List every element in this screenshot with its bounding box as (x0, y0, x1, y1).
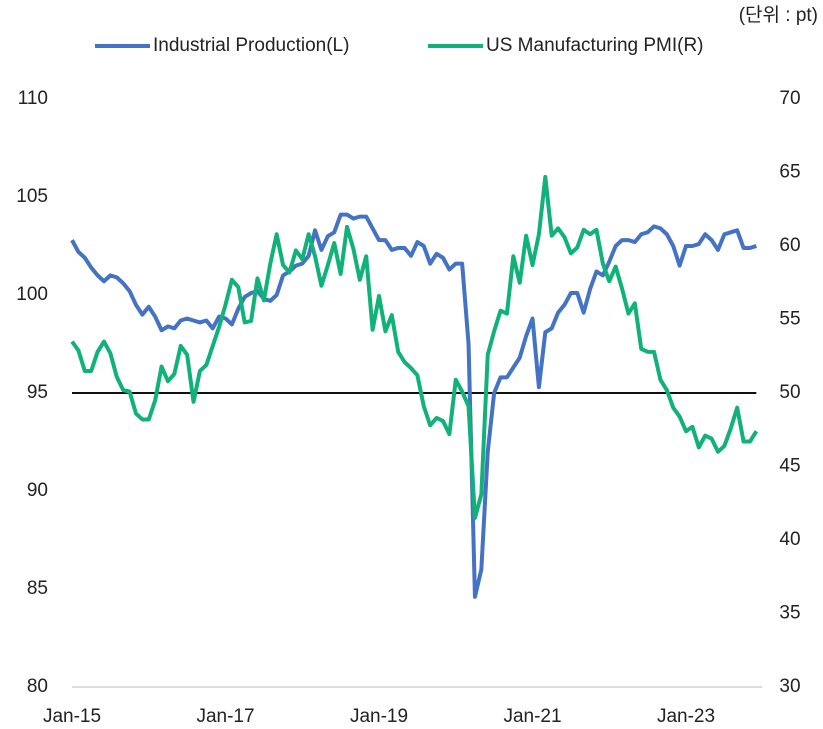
y-tick-label: 80 (27, 676, 48, 697)
series-line (70, 212, 757, 599)
x-tick-label: Jan-21 (503, 706, 561, 727)
y2-tick-label: 50 (779, 382, 800, 403)
y2-tick-label: 45 (779, 456, 800, 477)
y-tick-label: 110 (18, 88, 48, 109)
y-tick-label: 95 (27, 382, 48, 403)
x-tick-label: Jan-23 (657, 706, 715, 727)
legend-label: Industrial Production(L) (153, 35, 349, 56)
y2-tick-label: 70 (779, 88, 800, 109)
x-tick-label: Jan-15 (43, 706, 101, 727)
y-tick-label: 90 (27, 480, 48, 501)
x-tick-label: Jan-19 (350, 706, 408, 727)
y-tick-label: 100 (16, 284, 48, 305)
y2-tick-label: 60 (779, 235, 800, 256)
y2-tick-label: 35 (779, 603, 800, 624)
y-tick-label: 105 (16, 186, 48, 207)
unit-annotation: (단위 : pt) (739, 4, 818, 26)
legend-label: US Manufacturing PMI(R) (486, 35, 704, 56)
y2-tick-label: 30 (779, 676, 800, 697)
y-tick-label: 85 (27, 578, 48, 599)
series-line (70, 174, 759, 520)
x-tick-label: Jan-17 (196, 706, 254, 727)
y2-tick-label: 55 (779, 309, 800, 330)
y2-tick-label: 65 (779, 162, 800, 183)
y2-tick-label: 40 (779, 529, 800, 550)
